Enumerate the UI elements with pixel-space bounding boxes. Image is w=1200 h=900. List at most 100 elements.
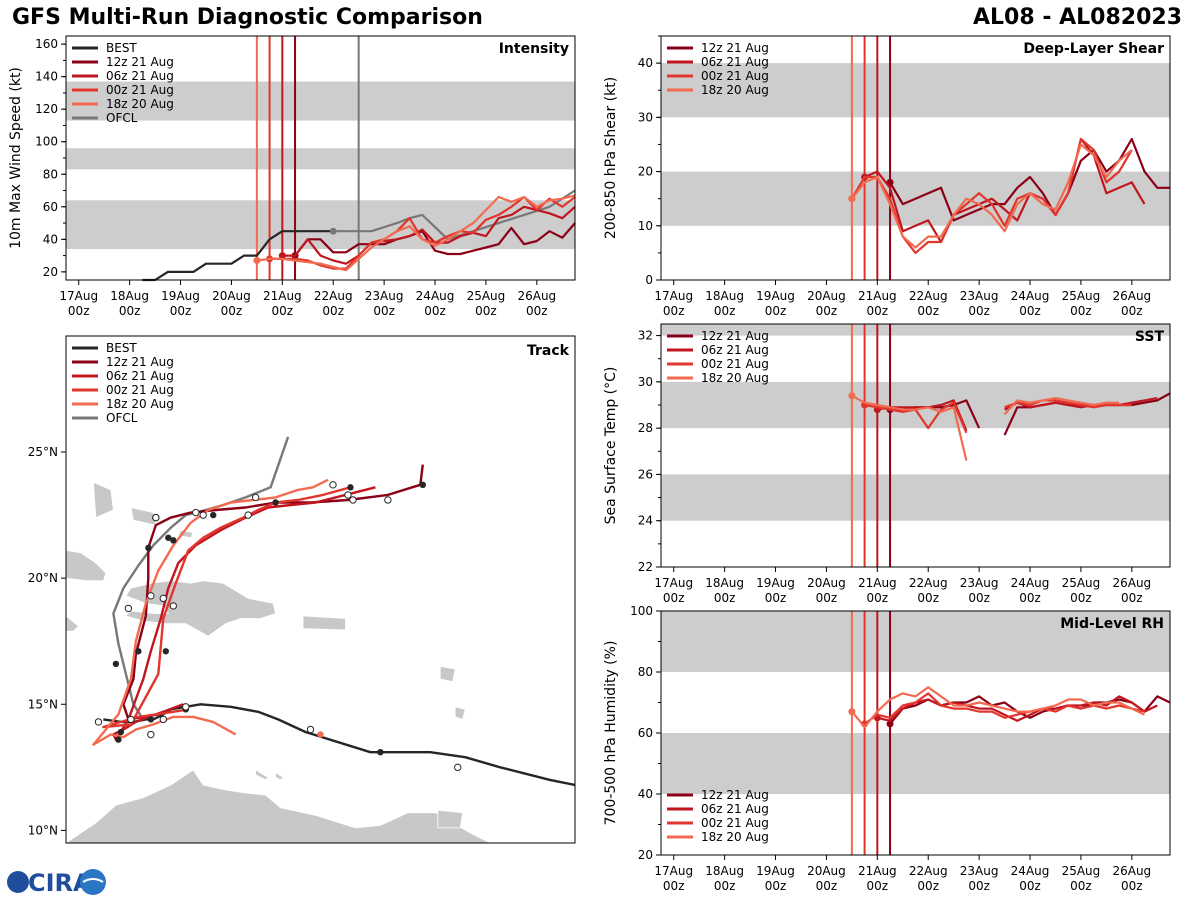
y-tick-label: 30 [638, 110, 653, 124]
legend-label: 00z 21 Aug [106, 383, 174, 397]
x-tick-label-day: 23Aug [365, 289, 404, 303]
y-tick-label: 60 [638, 726, 653, 740]
legend-label: BEST [106, 41, 137, 55]
x-tick-label-day: 19Aug [756, 289, 795, 303]
legend-label: 00z 21 Aug [701, 69, 769, 83]
x-tick-label-day: 23Aug [960, 289, 999, 303]
plot-frame [660, 323, 1171, 568]
y-tick-label: 10 [638, 219, 653, 233]
series-line-run06 [1004, 397, 1158, 411]
lat-tick-label: 10°N [28, 823, 58, 837]
legend-label: 12z 21 Aug [106, 55, 174, 69]
x-tick-label-day: 21Aug [858, 289, 897, 303]
y-tick-label: 60 [43, 200, 58, 214]
legend-label: 12z 21 Aug [701, 41, 769, 55]
series-line-run12 [889, 137, 1170, 222]
cira-logo: CIRA [7, 869, 106, 897]
legend-label: 00z 21 Aug [106, 83, 174, 97]
x-tick-label-hour: 00z [1070, 591, 1092, 605]
x-tick-label-day: 20Aug [807, 864, 846, 878]
y-tick-label: 160 [35, 37, 58, 51]
x-tick-label-day: 20Aug [807, 289, 846, 303]
x-tick-label-hour: 00z [1121, 304, 1143, 318]
x-tick-label-hour: 00z [765, 879, 787, 893]
x-tick-label-hour: 00z [867, 591, 889, 605]
y-axis-label: 700-500 hPa Humidity (%) [603, 641, 619, 826]
x-tick-label-day: 17Aug [59, 289, 98, 303]
x-tick-label-hour: 00z [526, 304, 548, 318]
series-line-run00 [1004, 399, 1132, 409]
track-position-marker [317, 731, 324, 738]
series-start-marker [848, 392, 856, 400]
track-position-marker [147, 716, 155, 723]
track-position-marker [162, 648, 170, 655]
track-position-marker [251, 493, 260, 502]
x-tick-label-hour: 00z [968, 304, 990, 318]
panel-title: SST [1135, 329, 1165, 345]
x-tick-label-hour: 00z [917, 304, 939, 318]
x-tick-label-day: 20Aug [212, 289, 251, 303]
panel-shear: 01020304017Aug00z18Aug00z19Aug00z20Aug00… [603, 35, 1171, 318]
y-tick-label: 100 [630, 604, 653, 618]
x-tick-label-day: 18Aug [705, 576, 744, 590]
series-start-marker [848, 195, 856, 203]
land-south_america [66, 769, 511, 843]
track-position-marker [349, 496, 357, 504]
y-tick-label: 22 [638, 560, 653, 574]
x-tick-label-hour: 00z [1121, 591, 1143, 605]
panel-sst: 22242628303217Aug00z18Aug00z19Aug00z20Au… [603, 323, 1171, 605]
x-tick-label-hour: 00z [816, 591, 838, 605]
x-tick-label-hour: 00z [1070, 304, 1092, 318]
track-position-marker [454, 763, 462, 772]
x-tick-label-day: 17Aug [654, 864, 693, 878]
y-tick-label: 40 [638, 787, 653, 801]
land-trinidad [437, 809, 464, 829]
x-tick-label-day: 23Aug [960, 864, 999, 878]
x-tick-label-day: 25Aug [1062, 864, 1101, 878]
x-tick-label-hour: 00z [714, 304, 736, 318]
x-tick-label-day: 22Aug [909, 864, 948, 878]
panel-rh: 2040608010017Aug00z18Aug00z19Aug00z20Aug… [603, 604, 1171, 893]
y-tick-label: 40 [638, 56, 653, 70]
x-tick-label-day: 23Aug [960, 576, 999, 590]
track-line-run18 [92, 478, 329, 746]
x-tick-label-day: 21Aug [858, 864, 897, 878]
x-tick-label-hour: 00z [714, 879, 736, 893]
track-position-marker [344, 491, 352, 499]
track-position-marker [117, 728, 125, 736]
x-tick-label-hour: 00z [1121, 879, 1143, 893]
y-axis-label: 200-850 hPa Shear (kt) [603, 77, 619, 239]
track-position-marker [145, 544, 152, 552]
series-start-marker [253, 256, 261, 264]
land-cuba [66, 549, 107, 582]
threshold-band [661, 611, 1170, 672]
series-start-marker [278, 252, 286, 260]
y-tick-label: 30 [638, 375, 653, 389]
logo-swoosh [82, 878, 104, 883]
map-frame [65, 335, 576, 844]
plot-frame [660, 35, 1171, 281]
legend-label: 06z 21 Aug [106, 369, 174, 383]
x-tick-label-hour: 00z [221, 304, 243, 318]
track-position-marker [147, 730, 155, 739]
track-position-marker [199, 511, 207, 519]
legend-label: 18z 20 Aug [106, 97, 174, 111]
track-position-marker [159, 715, 168, 724]
x-tick-label-hour: 00z [663, 879, 685, 893]
track-position-marker [329, 481, 337, 489]
logo-globe-right [80, 869, 106, 895]
lat-tick-label: 20°N [28, 571, 58, 585]
track-position-marker [306, 725, 315, 734]
x-tick-label-day: 25Aug [467, 289, 506, 303]
land-bonaire [275, 771, 284, 781]
threshold-band [661, 324, 1170, 336]
x-tick-label-day: 24Aug [416, 289, 455, 303]
x-tick-label-hour: 00z [272, 304, 294, 318]
series-line-ofcl [333, 189, 576, 241]
y-tick-label: 120 [35, 102, 58, 116]
x-tick-label-day: 26Aug [1112, 576, 1151, 590]
land-guadeloupe [439, 665, 456, 683]
track-line-run12 [122, 464, 424, 721]
lat-tick-label: 15°N [28, 697, 58, 711]
